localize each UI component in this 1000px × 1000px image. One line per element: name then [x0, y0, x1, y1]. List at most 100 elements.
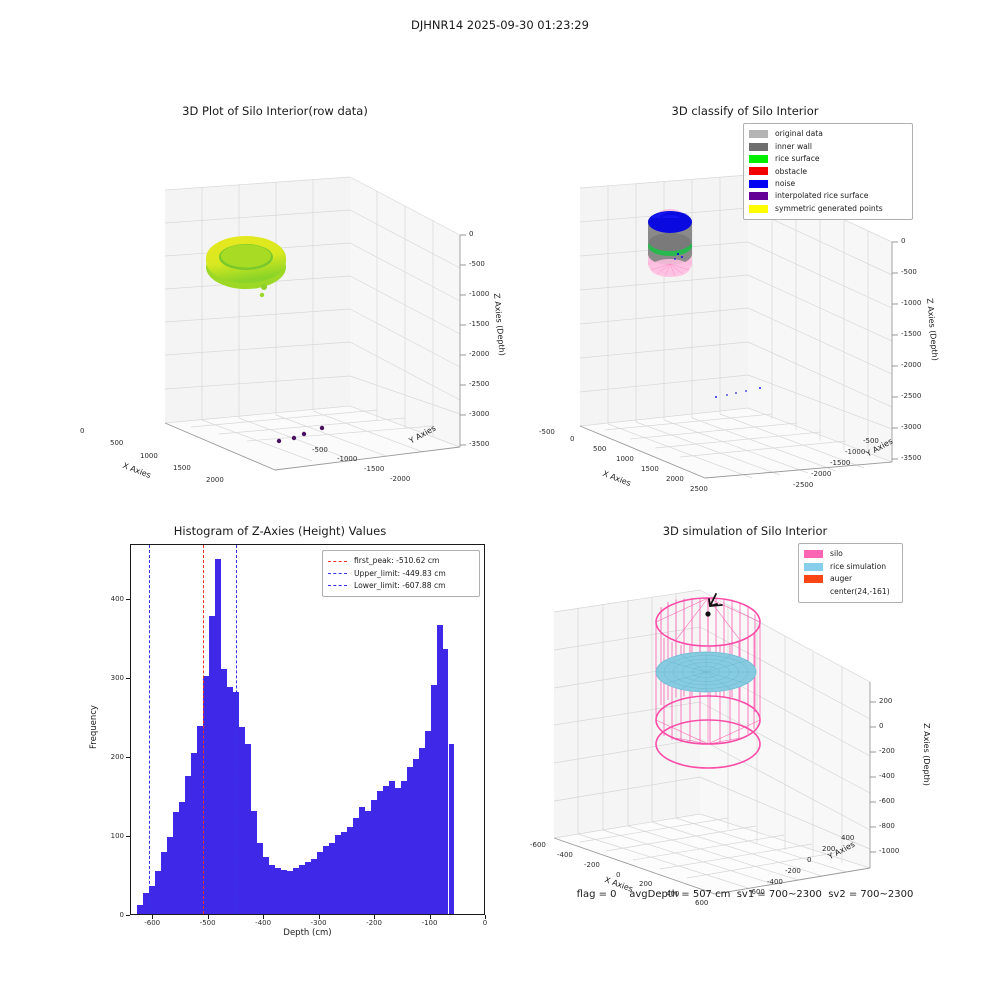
legend-item: Lower_limit: -607.88 cm: [328, 580, 473, 592]
raw-z-axis-label: Z Axies (Depth): [492, 292, 507, 357]
classify-z-tick-7: -3500: [901, 454, 922, 462]
threshold-line-first_peak: [202, 545, 204, 914]
classify-x-tick-1: 0: [570, 435, 575, 443]
classify-z-tick-0: 0: [901, 237, 906, 245]
classify-z-tick-1: -500: [901, 268, 917, 276]
sim-y-tick-2: 0: [807, 856, 812, 864]
histogram-x-tickmark: [374, 915, 376, 919]
histogram-bar: [382, 786, 389, 914]
sim-z-tick-6: -1000: [879, 847, 900, 855]
histogram-bar: [220, 669, 227, 914]
legend-swatch-original-data: [749, 130, 768, 139]
classify-y-tick-2: -1500: [830, 459, 851, 467]
legend-swatch-auger: [804, 574, 823, 583]
simulation-legend: silo rice simulation auger center(24,-16…: [798, 543, 903, 603]
legend-item: silo: [804, 548, 896, 560]
classify-y-tick-0: -500: [863, 437, 879, 445]
histogram-bar: [142, 893, 149, 914]
legend-label: symmetric generated points: [775, 203, 883, 213]
histogram-bar: [448, 743, 455, 914]
histogram-bar: [442, 648, 449, 914]
histogram-bar: [436, 625, 443, 914]
legend-label: Lower_limit: -607.88 cm: [354, 581, 446, 591]
histogram-y-tickmark: [126, 678, 130, 680]
legend-item: noise: [749, 178, 906, 190]
sim-y-tick-1: 200: [822, 845, 836, 853]
legend-item: rice simulation: [804, 560, 896, 572]
histogram-y-tick-label: 200: [110, 753, 124, 762]
classify-plot-title: 3D classify of Silo Interior: [671, 104, 819, 118]
histogram-bar: [322, 846, 329, 914]
histogram-bar: [394, 787, 401, 914]
histogram-bar: [400, 781, 407, 914]
classify-z-tick-4: -2000: [901, 361, 922, 369]
histogram-bar: [274, 868, 281, 914]
histogram-bar: [412, 759, 419, 914]
histogram-bar: [418, 748, 425, 914]
histogram-y-tick-label: 100: [110, 832, 124, 841]
histogram-bar: [166, 836, 173, 914]
histogram-bar: [376, 790, 383, 914]
histogram-bar: [184, 775, 191, 914]
histogram-bar: [310, 858, 317, 914]
histogram-bar: [286, 870, 293, 914]
histogram-y-tick-label: 300: [110, 674, 124, 683]
sim-x-tick-2: -200: [584, 861, 600, 869]
legend-item: rice surface: [749, 153, 906, 165]
sim-x-tick-3: 0: [616, 871, 621, 879]
histogram-bar: [304, 861, 311, 914]
sim-z-axis-label: Z Axies (Depth): [921, 723, 931, 786]
legend-label: inner wall: [775, 141, 813, 151]
sim-x-tick-4: 200: [639, 880, 653, 888]
classify-x-tick-4: 1500: [641, 465, 659, 473]
sim-z-tick-4: -600: [879, 797, 895, 805]
classify-x-tick-0: -500: [539, 428, 555, 436]
histogram-legend: first_peak: -510.62 cm Upper_limit: -449…: [322, 550, 480, 598]
legend-swatch-symmetric-generated-points: [749, 204, 768, 213]
histogram-x-tickmark: [429, 915, 431, 919]
panel-raw-3d-plot: 3D Plot of Silo Interior(row data): [60, 104, 507, 484]
rice-surface-mesh: [655, 651, 757, 693]
histogram-bar: [370, 800, 377, 914]
classify-x-tick-6: 2500: [690, 485, 708, 493]
sim-z-tick-3: -400: [879, 772, 895, 780]
status-line: flag = 0 avgDepth = 507 cm sv1 = 700~230…: [576, 889, 914, 900]
histogram-x-tickmark: [152, 915, 154, 919]
raw-x-tick-2: 1000: [140, 452, 158, 460]
legend-swatch-rice-surface: [749, 154, 768, 163]
histogram-bars: [131, 545, 484, 914]
raw-x-tick-3: 1500: [173, 464, 191, 472]
sim-y-tick-5: -600: [749, 888, 765, 896]
raw-z-tick-7: -3500: [469, 440, 490, 448]
auger-marker: [705, 593, 723, 617]
histogram-bar: [214, 558, 221, 914]
raw-x-tick-4: 2000: [206, 476, 224, 484]
sim-z-tick-2: -200: [879, 747, 895, 755]
histogram-bar: [388, 781, 395, 914]
histogram-bar: [340, 831, 347, 914]
sim-z-tick-1: 0: [879, 722, 884, 730]
raw-y-tick-1: -1000: [337, 455, 358, 463]
classify-y-tick-1: -1000: [845, 448, 866, 456]
histogram-bar: [250, 811, 257, 914]
histogram-y-tickmark: [126, 599, 130, 601]
classify-x-tick-5: 2000: [666, 475, 684, 483]
classify-z-tick-5: -2500: [901, 392, 922, 400]
legend-item: auger: [804, 573, 896, 585]
sim-x-tick-1: -400: [557, 851, 573, 859]
raw-z-tick-2: -1000: [469, 290, 490, 298]
legend-label: Upper_limit: -449.83 cm: [354, 568, 446, 578]
simulation-plot-title: 3D simulation of Silo Interior: [662, 524, 828, 538]
histogram-bar: [328, 842, 335, 914]
legend-item: obstacle: [749, 165, 906, 177]
histogram-bar: [424, 730, 431, 914]
histogram-bar: [148, 885, 155, 914]
simulation-plot-axes: 200 0 -200 -400 -600 -800 -1000 Z Axies …: [520, 550, 970, 907]
legend-item: original data: [749, 128, 906, 140]
raw-z-tick-3: -1500: [469, 320, 490, 328]
legend-label: first_peak: -510.62 cm: [354, 556, 440, 566]
histogram-bar: [280, 869, 287, 914]
histogram-x-tick-label: 0: [482, 919, 488, 927]
legend-label: obstacle: [775, 166, 808, 176]
histogram-bar: [316, 852, 323, 914]
